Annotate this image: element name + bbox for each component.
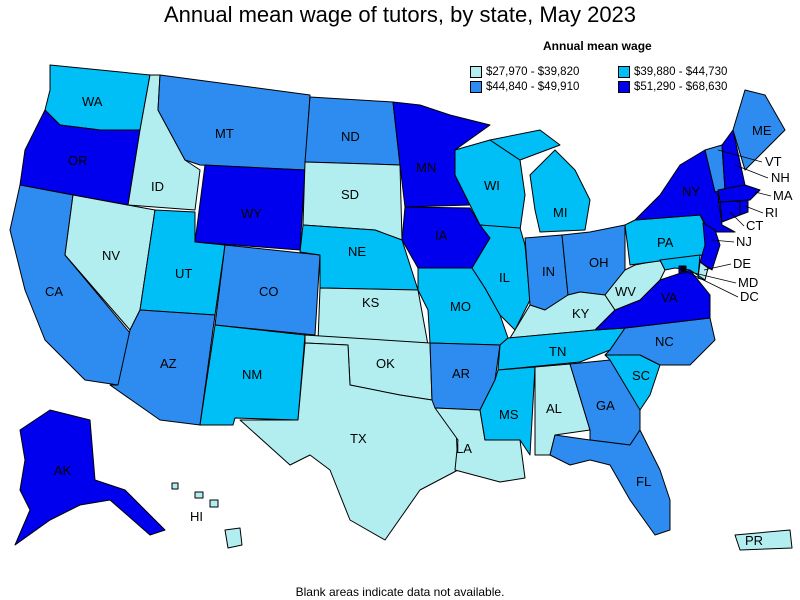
label-DC: DC (740, 289, 759, 304)
state-MT[interactable] (157, 74, 311, 171)
label-OH: OH (589, 255, 609, 270)
label-VA: VA (661, 290, 678, 305)
state-HI[interactable] (171, 482, 243, 549)
label-CT: CT (746, 218, 763, 233)
label-NY: NY (682, 184, 700, 199)
label-GA: GA (596, 398, 615, 413)
state-NJ[interactable] (699, 222, 721, 271)
label-MN: MN (416, 160, 436, 175)
label-FL: FL (636, 474, 651, 489)
legend-label-bin-2: $39,880 - $44,730 (634, 66, 728, 78)
label-KS: KS (362, 295, 380, 310)
label-AR: AR (452, 366, 470, 381)
label-WI: WI (484, 178, 500, 193)
label-TN: TN (549, 344, 566, 359)
state-TX[interactable] (239, 342, 459, 541)
label-PR: PR (745, 533, 763, 548)
label-KY: KY (572, 306, 590, 321)
label-MS: MS (499, 407, 519, 422)
label-NM: NM (242, 367, 262, 382)
label-IN: IN (542, 264, 555, 279)
label-NV: NV (102, 248, 120, 263)
label-CO: CO (259, 284, 279, 299)
label-LA: LA (456, 441, 472, 456)
state-ME[interactable] (732, 89, 786, 171)
label-WA: WA (82, 94, 103, 109)
legend-swatch-bin-3 (470, 81, 482, 93)
label-NC: NC (655, 334, 674, 349)
label-AK: AK (54, 463, 72, 478)
legend-swatch-bin-1 (470, 66, 482, 78)
label-WV: WV (615, 284, 636, 299)
label-NJ: NJ (736, 234, 752, 249)
label-OR: OR (68, 153, 88, 168)
state-FL[interactable] (549, 429, 671, 536)
label-MD: MD (738, 275, 758, 290)
label-NE: NE (348, 244, 366, 259)
label-TX: TX (350, 431, 367, 446)
legend-item-bin-2: $39,880 - $44,730 (618, 66, 727, 78)
label-IL: IL (499, 270, 510, 285)
label-ID: ID (151, 179, 164, 194)
label-IA: IA (435, 228, 448, 243)
legend-label-bin-4: $51,290 - $68,630 (634, 81, 728, 93)
state-MA[interactable] (717, 184, 761, 203)
legend-swatch-bin-4 (618, 81, 630, 93)
label-MA: MA (773, 188, 793, 203)
legend-item-bin-4: $51,290 - $68,630 (618, 81, 727, 93)
label-SC: SC (632, 368, 650, 383)
label-NH: NH (771, 170, 790, 185)
label-VT: VT (765, 154, 782, 169)
label-AZ: AZ (160, 356, 177, 371)
state-RI[interactable] (739, 199, 749, 216)
label-CA: CA (45, 284, 63, 299)
label-ME: ME (752, 123, 772, 138)
label-MI: MI (553, 205, 567, 220)
legend-title: Annual mean wage (543, 39, 652, 53)
map-title: Annual mean wage of tutors, by state, Ma… (163, 2, 637, 27)
label-WY: WY (241, 206, 262, 221)
state-IL[interactable] (471, 224, 531, 331)
territory-PR[interactable] (734, 529, 793, 551)
state-CO[interactable] (214, 244, 321, 336)
label-MT: MT (215, 126, 234, 141)
footnote: Blank areas indicate data not available. (295, 585, 505, 599)
label-MO: MO (450, 299, 471, 314)
label-RI: RI (765, 205, 778, 220)
state-AK[interactable] (14, 409, 166, 546)
label-DE: DE (733, 256, 751, 271)
state-MS[interactable] (479, 366, 536, 456)
label-AL: AL (546, 401, 562, 416)
legend-label-bin-1: $27,970 - $39,820 (486, 66, 580, 78)
legend-item-bin-1: $27,970 - $39,820 (470, 66, 579, 78)
label-leader-lines (682, 149, 772, 298)
legend-item-bin-3: $44,840 - $49,910 (470, 81, 579, 93)
dc-marker (680, 266, 686, 272)
label-OK: OK (376, 356, 395, 371)
state-MI[interactable] (489, 129, 591, 233)
label-HI: HI (190, 509, 203, 524)
legend-label-bin-3: $44,840 - $49,910 (486, 81, 580, 93)
label-UT: UT (175, 266, 192, 281)
label-PA: PA (657, 235, 674, 250)
label-ND: ND (341, 129, 360, 144)
label-SD: SD (341, 187, 359, 202)
legend-swatch-bin-2 (618, 66, 630, 78)
state-AZ[interactable] (109, 309, 216, 426)
